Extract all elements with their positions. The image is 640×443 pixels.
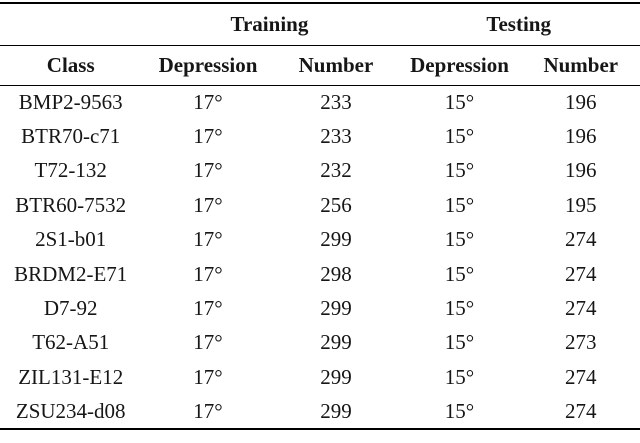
cell-train-number: 233 — [320, 89, 352, 114]
cell-test-number: 274 — [565, 364, 597, 389]
table-header: Training Testing Class Depression Number… — [0, 3, 640, 86]
cell-test-depression: 15° — [444, 330, 475, 355]
cell-test-number: 274 — [565, 398, 597, 423]
cell-train-depression: 17° — [193, 330, 223, 355]
table-row: 2S1-b01 17° 299 15° 274 — [0, 223, 640, 257]
table-row: BMP2-9563 17° 233 15° 196 — [0, 85, 640, 119]
cell-test-depression: 15° — [444, 89, 475, 114]
cell-test-number: 274 — [565, 227, 597, 252]
column-header-class: Class — [0, 45, 142, 86]
cell-test-number: 273 — [565, 330, 597, 355]
column-header-test-number: Number — [521, 45, 640, 86]
column-header-train-depression: Depression — [141, 45, 275, 86]
cell-test-number: 196 — [565, 158, 597, 183]
cell-class: BTR70-c71 — [21, 124, 121, 149]
cell-class: ZIL131-E12 — [18, 364, 124, 389]
cell-test-depression: 15° — [444, 398, 475, 423]
cell-train-depression: 17° — [193, 227, 223, 252]
cell-train-number: 299 — [320, 330, 352, 355]
cell-train-number: 298 — [320, 261, 352, 286]
cell-test-depression: 15° — [444, 124, 475, 149]
cell-class: 2S1-b01 — [35, 227, 107, 252]
cell-class: BRDM2-E71 — [14, 261, 128, 286]
table-row: BTR60-7532 17° 256 15° 195 — [0, 188, 640, 222]
cell-test-number: 196 — [565, 89, 597, 114]
table-row: BRDM2-E71 17° 298 15° 274 — [0, 257, 640, 291]
cell-test-depression: 15° — [444, 296, 475, 321]
group-header-row: Training Testing — [0, 3, 640, 46]
cell-train-depression: 17° — [193, 158, 223, 183]
cell-test-number: 195 — [565, 192, 597, 217]
cell-train-number: 256 — [320, 192, 352, 217]
table-row: T62-A51 17° 299 15° 273 — [0, 326, 640, 360]
cell-train-number: 232 — [320, 158, 352, 183]
cell-train-depression: 17° — [193, 296, 223, 321]
table-row: ZIL131-E12 17° 299 15° 274 — [0, 360, 640, 394]
cell-test-depression: 15° — [444, 227, 475, 252]
column-header-train-number: Number — [274, 45, 398, 86]
cell-test-depression: 15° — [444, 158, 475, 183]
cell-test-number: 274 — [565, 296, 597, 321]
cell-class: T72-132 — [34, 158, 107, 183]
cell-train-depression: 17° — [193, 89, 223, 114]
group-header-testing: Testing — [397, 3, 640, 46]
column-header-test-depression: Depression — [397, 45, 522, 86]
cell-test-depression: 15° — [444, 192, 475, 217]
table-row: T72-132 17° 232 15° 196 — [0, 154, 640, 188]
cell-train-number: 299 — [320, 364, 352, 389]
cell-class: D7-92 — [43, 296, 98, 321]
cell-train-depression: 17° — [193, 124, 223, 149]
cell-test-number: 274 — [565, 261, 597, 286]
cell-test-depression: 15° — [444, 364, 475, 389]
cell-class: BTR60-7532 — [15, 192, 127, 217]
table-body: BMP2-9563 17° 233 15° 196 BTR70-c71 17° 233 15° 1… — [0, 85, 640, 429]
cell-train-depression: 17° — [193, 192, 223, 217]
cell-class: BMP2-9563 — [18, 89, 123, 114]
cell-class: ZSU234-d08 — [15, 398, 126, 423]
cell-train-depression: 17° — [193, 364, 223, 389]
cell-train-depression: 17° — [193, 261, 223, 286]
column-header-row: Class Depression Number Depression Numbe… — [0, 45, 640, 86]
cell-class: T62-A51 — [32, 330, 110, 355]
cell-train-number: 299 — [320, 227, 352, 252]
table-row: BTR70-c71 17° 233 15° 196 — [0, 119, 640, 153]
group-header-training: Training — [141, 3, 398, 46]
cell-test-number: 196 — [565, 124, 597, 149]
cell-train-number: 299 — [320, 398, 352, 423]
cell-train-depression: 17° — [193, 398, 223, 423]
cell-train-number: 233 — [320, 124, 352, 149]
cell-train-number: 299 — [320, 296, 352, 321]
mstar-dataset-table: Training Testing Class Depression Number… — [0, 2, 640, 430]
table-row: ZSU234-d08 17° 299 15° 274 — [0, 395, 640, 429]
group-header-spacer — [0, 3, 142, 46]
cell-test-depression: 15° — [444, 261, 475, 286]
table-row: D7-92 17° 299 15° 274 — [0, 291, 640, 325]
